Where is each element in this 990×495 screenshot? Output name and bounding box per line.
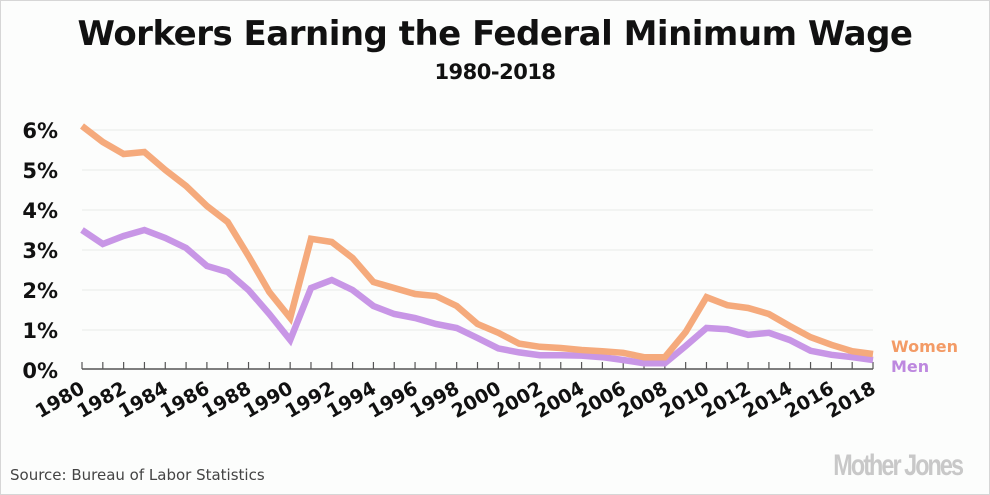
y-tick-label: 5% xyxy=(22,159,58,183)
series-lines xyxy=(80,123,874,367)
x-tick-label: 2018 xyxy=(823,377,880,422)
y-tick-label: 2% xyxy=(22,279,58,303)
y-axis-tick-labels: 0% 1% 2% 3% 4% 5% 6% xyxy=(22,119,58,383)
y-tick-label: 1% xyxy=(22,319,58,343)
x-axis xyxy=(81,362,874,370)
y-tick-label: 3% xyxy=(22,239,58,263)
brand-logo: Mother Jones xyxy=(833,449,964,482)
legend-women: Women xyxy=(891,337,958,356)
legend-men: Men xyxy=(891,357,929,376)
series-line-women xyxy=(80,123,874,361)
source-note: Source: Bureau of Labor Statistics xyxy=(10,466,265,484)
chart-title: Workers Earning the Federal Minimum Wage xyxy=(77,14,913,54)
chart-subtitle: 1980-2018 xyxy=(434,60,556,84)
y-tick-label: 6% xyxy=(22,119,58,143)
x-axis-tick-labels: 1980198219841986198819901992199419961998… xyxy=(32,377,880,422)
y-tick-label: 0% xyxy=(22,359,58,383)
series-line-men xyxy=(80,226,874,367)
y-tick-label: 4% xyxy=(22,199,58,223)
gridlines xyxy=(82,129,873,331)
